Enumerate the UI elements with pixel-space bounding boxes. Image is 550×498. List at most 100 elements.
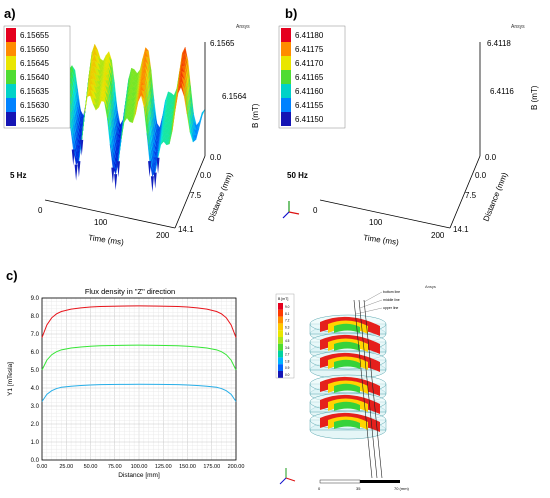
coil-probe-lines xyxy=(353,299,383,479)
panel-b-legend-value-2: 6.41170 xyxy=(295,59,324,68)
chart-y-tick-label: 4.0 xyxy=(31,386,40,392)
coil-scale-bar: 0 35 70 (mm) xyxy=(318,479,410,491)
panel-b-legend-value-1: 6.41175 xyxy=(295,45,324,54)
scale-label-0: 0 xyxy=(318,486,321,491)
panel-b-x-tick-2: 200 xyxy=(431,231,445,240)
panel-a-legend-swatch-0 xyxy=(6,28,16,42)
panel-b-y-tick-0: 0.0 xyxy=(475,171,487,180)
coil-legend-swatch-0 xyxy=(278,303,283,310)
coil-model-view: Ansys B [mT] 9.0 8.1 7.2 6.3 5.4 4.5 3.6 2.7 1.8… xyxy=(275,284,436,491)
coil-label-upper: upper line xyxy=(383,306,398,310)
coil-legend-value-3: 6.3 xyxy=(285,325,290,329)
panel-b-legend-swatch-0 xyxy=(281,28,291,42)
panel-a-y-tick-2: 14.1 xyxy=(178,225,194,234)
panel-b-z-label: B (mT) xyxy=(530,85,539,110)
panel-a-surface-spike xyxy=(71,149,75,166)
chart-y-tick-label: 6.0 xyxy=(31,350,40,356)
panel-a-surface-spike xyxy=(114,174,118,191)
panel-a-surface-spike xyxy=(80,139,84,156)
panel-b-legend-swatch-5 xyxy=(281,98,291,112)
panel-a-surface-spike xyxy=(153,172,157,189)
coil-legend-value-8: 1.8 xyxy=(285,359,290,363)
chart-x-tick-label: 75.00 xyxy=(108,464,122,470)
chart-series-line-0 xyxy=(41,305,237,338)
coil-winding-inner xyxy=(334,419,360,429)
chart-x-ticks: 0.00 25.00 50.00 75.00 100.00 125.00 150.00 175… xyxy=(37,464,245,470)
panel-b-y-tick-2: 14.1 xyxy=(453,225,469,234)
panel-b-x-tick-0: 0 xyxy=(313,206,318,215)
panel-a-y-tick-0: 0.0 xyxy=(200,171,212,180)
panel-b-axes xyxy=(319,42,481,229)
coil-legend-value-0: 9.0 xyxy=(285,305,290,309)
panel-a-x-tick-2: 200 xyxy=(156,231,170,240)
coil-legend-value-1: 8.1 xyxy=(285,312,290,316)
coil-legend-value-10: 0.0 xyxy=(285,373,290,377)
chart-x-tick-label: 175.00 xyxy=(203,464,220,470)
coil-legend-value-5: 4.5 xyxy=(285,339,290,343)
panel-a-y-tick-1: 7.5 xyxy=(190,191,202,200)
chart-x-tick-label: 50.00 xyxy=(84,464,98,470)
panel-b-legend-value-5: 6.41155 xyxy=(295,101,324,110)
chart-x-tick-label: 100.00 xyxy=(131,464,148,470)
coil-triad-icon xyxy=(279,468,296,485)
panel-b-legend-value-0: 6.41180 xyxy=(295,31,324,40)
chart-y-tick-label: 7.0 xyxy=(31,332,40,338)
chart-y-tick-label: 9.0 xyxy=(31,296,40,302)
coil-label-bottom: bottom line xyxy=(383,290,400,294)
coil-legend-swatch-5 xyxy=(278,337,283,344)
panel-a-z-tick-1: 6.1564 xyxy=(222,92,247,101)
panel-a-surface-spike xyxy=(116,161,120,178)
chart-x-tick-label: 25.00 xyxy=(59,464,73,470)
panel-b-legend-value-4: 6.41160 xyxy=(295,87,324,96)
coil-legend-swatch-1 xyxy=(278,309,283,317)
chart-x-tick-label: 125.00 xyxy=(155,464,172,470)
panel-b-legend: 6.41180 6.41175 6.41170 6.41165 6.41160 6.411… xyxy=(278,25,346,129)
coil-legend: B [mT] 9.0 8.1 7.2 6.3 5.4 4.5 3.6 2.7 1.8 0.9 0.0 xyxy=(275,293,295,379)
flux-density-line-chart: Flux density in "Z" direction 0.0 1.0 2.0 3… xyxy=(7,287,245,479)
panel-b-surface xyxy=(321,35,479,215)
panel-b-z-tick-1: 6.4116 xyxy=(490,87,514,96)
coil-legend-swatch-4 xyxy=(278,330,283,337)
panel-a-legend-value-2: 6.15645 xyxy=(20,59,49,68)
coil-legend-value-7: 2.7 xyxy=(285,353,290,357)
chart-x-label: Distance [mm] xyxy=(118,472,160,479)
panel-a-x-tick-0: 0 xyxy=(38,206,43,215)
panel-a-x-label: Time (ms) xyxy=(88,233,125,247)
panel-a-legend-swatch-4 xyxy=(6,84,16,98)
coil-legend-swatch-9 xyxy=(278,364,283,371)
coil-winding-inner xyxy=(334,401,360,411)
chart-plot-frame xyxy=(41,297,237,461)
coil-legend-swatch-3 xyxy=(278,323,283,331)
panel-a-legend-value-3: 6.15640 xyxy=(20,73,49,82)
panel-a-surface-patch xyxy=(80,101,87,121)
chart-y-label: Y1 [mTesla] xyxy=(7,362,14,396)
panel-b-z-tick-2: 0.0 xyxy=(485,153,497,162)
coil-legend-swatch-7 xyxy=(278,350,283,358)
coil-legend-title: B [mT] xyxy=(278,297,288,301)
chart-x-tick-label: 150.00 xyxy=(179,464,196,470)
panel-b-x-label: Time (ms) xyxy=(363,233,400,247)
panel-b-legend-value-6: 6.41150 xyxy=(295,115,324,124)
chart-series xyxy=(41,305,237,402)
coil-winding-inner xyxy=(334,383,360,393)
panel-b-x-tick-1: 100 xyxy=(369,218,383,227)
panel-a-z-tick-2: 0.0 xyxy=(210,153,222,162)
panel-c-brand: Ansys xyxy=(425,284,436,289)
panel-a-surface-spike xyxy=(111,167,115,184)
panel-a-legend-value-4: 6.15635 xyxy=(20,87,49,96)
panel-a-brand: Ansys xyxy=(236,24,250,30)
chart-y-tick-label: 0.0 xyxy=(31,458,40,464)
chart-y-tick-label: 8.0 xyxy=(31,314,40,320)
coil-legend-swatch-10 xyxy=(278,371,283,378)
coil-legend-swatch-6 xyxy=(278,343,283,351)
panel-b-surface-plot: Ansys 6.41180 6.41175 6.41170 6.41165 6.4116… xyxy=(278,24,539,247)
coil-winding-inner xyxy=(334,323,360,333)
chart-series-line-2 xyxy=(41,383,237,402)
chart-y-ticks: 0.0 1.0 2.0 3.0 4.0 5.0 6.0 7.0 8.0 9.0 xyxy=(31,296,40,464)
panel-b-legend-value-3: 6.41165 xyxy=(295,73,324,82)
panel-a-surface-spike xyxy=(150,176,154,193)
chart-x-tick-label: 0.00 xyxy=(37,464,48,470)
scale-label-1: 35 xyxy=(356,486,361,491)
panel-b-brand: Ansys xyxy=(511,24,525,30)
chart-series-line-1 xyxy=(41,344,237,371)
